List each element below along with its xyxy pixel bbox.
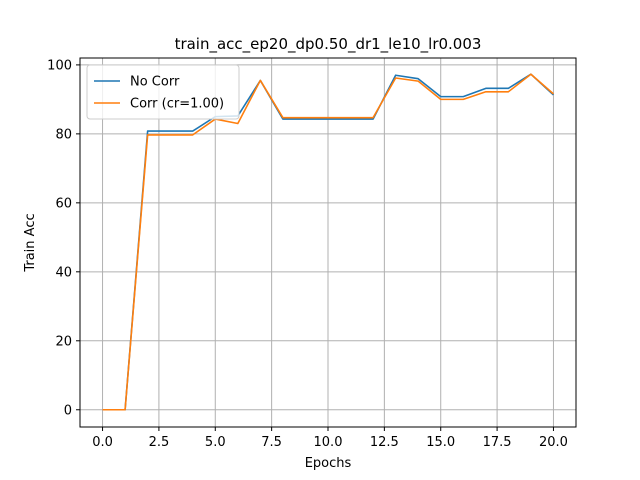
ticks: 0.0 2.5 5.0 7.5 10.0 12.5 15.0 17.5 20.0 0 20 40 60 8… <box>47 58 568 450</box>
legend: No Corr Corr (cr=1.00) <box>86 64 240 120</box>
x-tick-label: 10.0 <box>314 435 343 450</box>
x-tick-label: 2.5 <box>149 435 170 450</box>
y-tick-label: 20 <box>55 334 72 349</box>
legend-box <box>86 64 240 120</box>
x-axis-title: Epochs <box>305 456 352 471</box>
series-line-corr <box>102 73 554 411</box>
y-tick-label: 0 <box>64 403 72 418</box>
y-tick-label: 40 <box>55 265 72 280</box>
series-line-no-corr <box>102 73 554 411</box>
series-layer <box>102 73 554 411</box>
x-tick-label: 20.0 <box>539 435 568 450</box>
legend-label: Corr (cr=1.00) <box>130 97 224 112</box>
chart-title: train_acc_ep20_dp0.50_dr1_le10_lr0.003 <box>175 35 482 54</box>
x-tick-label: 7.5 <box>261 435 282 450</box>
legend-label: No Corr <box>130 75 180 90</box>
x-tick-label: 12.5 <box>370 435 399 450</box>
y-tick-label: 80 <box>55 127 72 142</box>
x-tick-label: 17.5 <box>483 435 512 450</box>
y-tick-label: 100 <box>47 58 72 73</box>
x-tick-label: 5.0 <box>205 435 226 450</box>
x-tick-label: 0.0 <box>92 435 113 450</box>
y-axis-title: Train Acc <box>23 213 38 272</box>
y-tick-label: 60 <box>55 196 72 211</box>
x-tick-label: 15.0 <box>426 435 455 450</box>
